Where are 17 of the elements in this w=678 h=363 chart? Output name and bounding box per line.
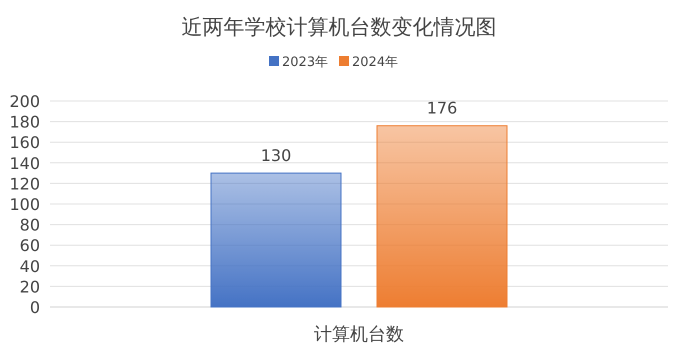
- y-tick-label: 100: [9, 195, 40, 214]
- y-tick-label: 180: [9, 112, 40, 132]
- y-tick-label: 40: [20, 256, 40, 276]
- legend-label: 2024年: [352, 55, 398, 70]
- y-tick-label: 0: [30, 298, 40, 317]
- y-tick-label: 120: [9, 174, 40, 194]
- y-tick-label: 20: [20, 277, 40, 296]
- data-label: 176: [426, 98, 458, 118]
- x-tick-label: 计算机台数: [314, 324, 404, 345]
- legend-label: 2023年: [282, 55, 328, 70]
- y-tick-label: 160: [9, 133, 40, 152]
- title: 近两年学校计算机台数变化情况图: [182, 15, 496, 39]
- y-tick-label: 60: [20, 236, 40, 256]
- y-tick-label: 200: [9, 92, 40, 111]
- y-tick-label: 140: [9, 154, 40, 173]
- data-label: 130: [260, 146, 292, 166]
- y-tick-label: 80: [20, 216, 40, 235]
